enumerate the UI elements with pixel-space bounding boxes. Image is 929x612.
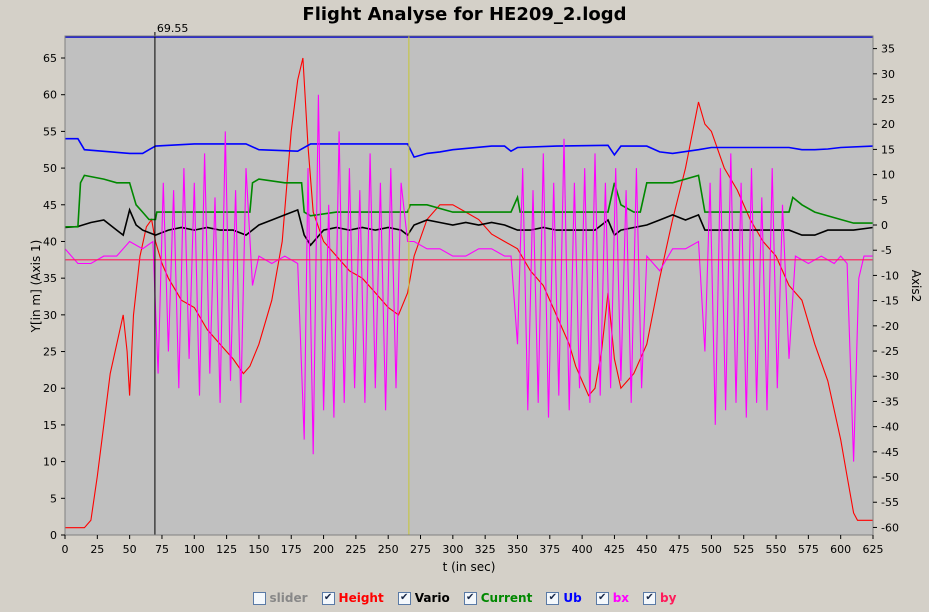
x-tick-label: 425 — [604, 543, 625, 556]
legend-checkbox-vario[interactable]: ✔ — [397, 591, 411, 605]
legend-label: Height — [338, 591, 384, 605]
y2-tick-label: 5 — [881, 194, 888, 207]
legend-label: Vario — [414, 591, 450, 605]
axes-layer: 0 25 50 75 100 125 150 175 200 225 250 275 300 325 350… — [43, 35, 899, 556]
y2-tick-label: -30 — [881, 370, 899, 383]
x-tick-label: 300 — [442, 543, 463, 556]
x-tick-label: 75 — [155, 543, 169, 556]
y-tick-label: 50 — [43, 162, 57, 175]
legend-checkbox-slider[interactable] — [252, 591, 266, 605]
y2-tick-label: -40 — [881, 421, 899, 434]
legend: slider ✔ Height ✔ Vario ✔ Current ✔ Ub ✔ bx ✔ by — [0, 591, 929, 605]
chart-title: Flight Analyse for HE209_2.logd — [302, 4, 627, 25]
y-tick-label: 40 — [43, 235, 57, 248]
x-tick-label: 125 — [216, 543, 237, 556]
cursor-label: 69.55 — [157, 22, 189, 35]
y2-tick-label: 35 — [881, 43, 895, 56]
y2-tick-label: 25 — [881, 93, 895, 106]
x-tick-label: 450 — [636, 543, 657, 556]
y-tick-label: 5 — [50, 492, 57, 505]
overlay-layer: 69.55 — [65, 22, 873, 535]
x-tick-label: 25 — [90, 543, 104, 556]
y2-axis-label: Axis2 — [909, 270, 923, 303]
legend-checkbox-current[interactable]: ✔ — [463, 591, 477, 605]
y-axis-label: Y[in m] (Axis 1) — [29, 240, 43, 334]
legend-checkbox-ub[interactable]: ✔ — [546, 591, 560, 605]
y2-tick-label: -55 — [881, 496, 899, 509]
y-tick-label: 25 — [43, 346, 57, 359]
y-tick-label: 45 — [43, 199, 57, 212]
y-tick-label: 65 — [43, 52, 57, 65]
y2-tick-label: 30 — [881, 68, 895, 81]
x-tick-label: 325 — [475, 543, 496, 556]
series-line-ub — [65, 137, 874, 159]
y2-tick-label: 10 — [881, 169, 895, 182]
y2-tick-label: -5 — [881, 244, 892, 257]
x-tick-label: 275 — [410, 543, 431, 556]
legend-label: Current — [480, 591, 533, 605]
x-tick-label: 150 — [248, 543, 269, 556]
legend-checkbox-bx[interactable]: ✔ — [595, 591, 609, 605]
x-tick-label: 625 — [863, 543, 884, 556]
x-tick-label: 525 — [733, 543, 754, 556]
legend-label: bx — [612, 591, 630, 605]
x-tick-label: 250 — [378, 543, 399, 556]
plot-frame — [64, 35, 874, 536]
x-tick-label: 400 — [572, 543, 593, 556]
x-axis-label: t (in sec) — [443, 560, 496, 574]
y-tick-label: 55 — [43, 125, 57, 138]
x-tick-label: 600 — [830, 543, 851, 556]
y-tick-label: 20 — [43, 382, 57, 395]
x-tick-label: 200 — [313, 543, 334, 556]
x-tick-label: 550 — [766, 543, 787, 556]
legend-label: slider — [269, 591, 308, 605]
y-tick-label: 10 — [43, 456, 57, 469]
y-tick-label: 0 — [50, 529, 57, 542]
y2-tick-label: 20 — [881, 118, 895, 131]
legend-label: by — [660, 591, 677, 605]
series-line-bx — [64, 94, 873, 462]
legend-label: Ub — [563, 591, 582, 605]
legend-item-current[interactable]: ✔ Current — [463, 591, 533, 605]
y-tick-label: 30 — [43, 309, 57, 322]
legend-item-vario[interactable]: ✔ Vario — [397, 591, 450, 605]
legend-item-bx[interactable]: ✔ bx — [595, 591, 630, 605]
x-tick-label: 225 — [345, 543, 366, 556]
y2-tick-label: -35 — [881, 395, 899, 408]
y2-tick-label: -10 — [881, 269, 899, 282]
legend-item-height[interactable]: ✔ Height — [321, 591, 384, 605]
y-tick-label: 15 — [43, 419, 57, 432]
y2-tick-label: 0 — [881, 219, 888, 232]
series-line-current — [65, 174, 873, 228]
x-tick-label: 575 — [798, 543, 819, 556]
x-tick-label: 175 — [281, 543, 302, 556]
y-tick-label: 35 — [43, 272, 57, 285]
x-tick-label: 50 — [123, 543, 137, 556]
legend-item-by[interactable]: ✔ by — [643, 591, 676, 605]
plot-area[interactable] — [65, 36, 873, 535]
x-tick-label: 475 — [669, 543, 690, 556]
x-tick-label: 500 — [701, 543, 722, 556]
x-tick-label: 100 — [184, 543, 205, 556]
x-tick-label: 375 — [539, 543, 560, 556]
y2-tick-label: -15 — [881, 295, 899, 308]
x-tick-label: 350 — [507, 543, 528, 556]
legend-checkbox-by[interactable]: ✔ — [643, 591, 657, 605]
y2-tick-label: -20 — [881, 320, 899, 333]
y2-tick-label: -50 — [881, 471, 899, 484]
y2-tick-label: 15 — [881, 143, 895, 156]
legend-item-ub[interactable]: ✔ Ub — [546, 591, 582, 605]
legend-item-slider[interactable]: slider — [252, 591, 308, 605]
y2-tick-label: -45 — [881, 446, 899, 459]
y-tick-label: 60 — [43, 89, 57, 102]
y2-tick-label: -60 — [881, 521, 899, 534]
legend-checkbox-height[interactable]: ✔ — [321, 591, 335, 605]
x-tick-label: 0 — [62, 543, 69, 556]
series-layer — [64, 57, 874, 529]
flight-chart: 69.55 0 25 50 75 100 125 150 175 200 225 250 275 300… — [29, 22, 923, 574]
y2-tick-label: -25 — [881, 345, 899, 358]
